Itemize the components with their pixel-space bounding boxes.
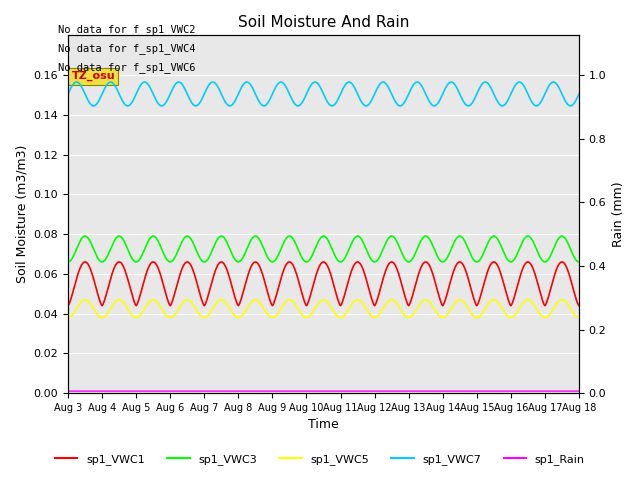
Title: Soil Moisture And Rain: Soil Moisture And Rain: [238, 15, 409, 30]
X-axis label: Time: Time: [308, 419, 339, 432]
Text: No data for f_sp1_VWC6: No data for f_sp1_VWC6: [58, 62, 195, 73]
Y-axis label: Soil Moisture (m3/m3): Soil Moisture (m3/m3): [15, 145, 28, 283]
Y-axis label: Rain (mm): Rain (mm): [612, 181, 625, 247]
Text: No data for f_sp1_VWC4: No data for f_sp1_VWC4: [58, 43, 195, 54]
Text: No data for f_sp1_VWC2: No data for f_sp1_VWC2: [58, 24, 195, 35]
Legend: sp1_VWC1, sp1_VWC3, sp1_VWC5, sp1_VWC7, sp1_Rain: sp1_VWC1, sp1_VWC3, sp1_VWC5, sp1_VWC7, …: [51, 450, 589, 469]
Text: TZ_osu: TZ_osu: [72, 71, 115, 81]
